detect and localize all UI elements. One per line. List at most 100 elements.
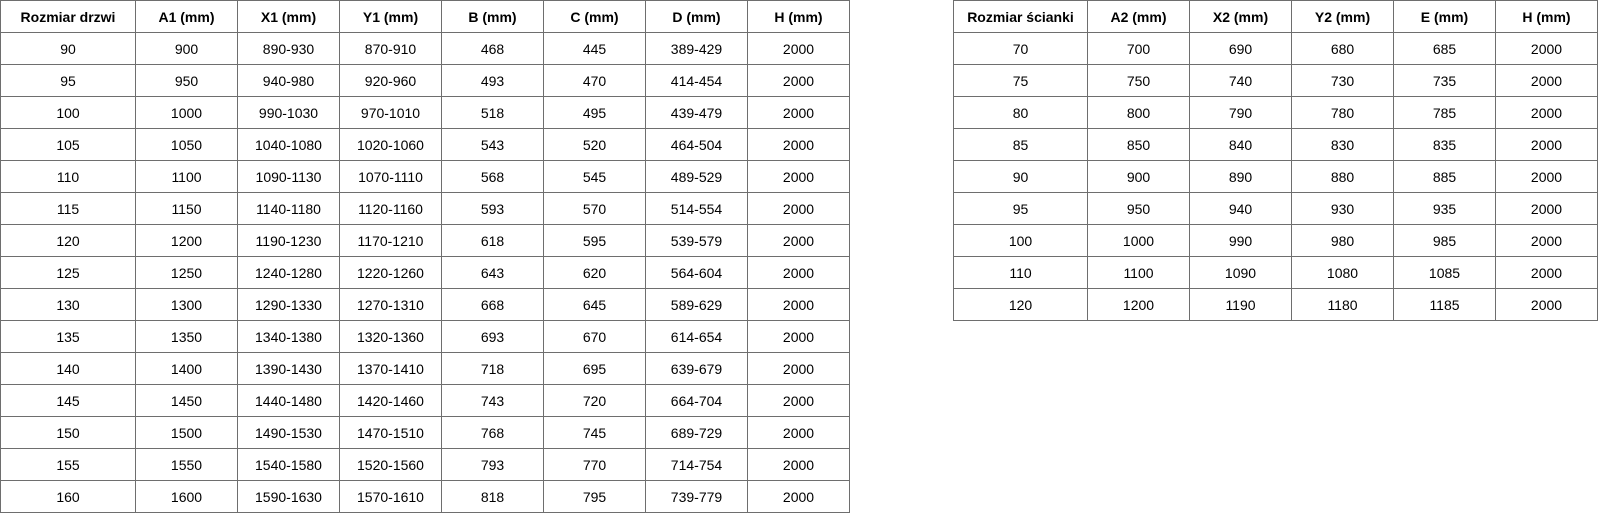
table-cell: 389-429 bbox=[645, 32, 748, 65]
table-cell: 1470-1510 bbox=[339, 416, 442, 449]
table-cell: 780 bbox=[1291, 96, 1394, 129]
table-row: 120 1200 1190 1180 1185 2000 bbox=[953, 288, 1598, 321]
table-cell: 614-654 bbox=[645, 320, 748, 353]
table-row: 150 1500 1490-1530 1470-1510 768 745 689-729 20… bbox=[0, 416, 850, 449]
table-cell: 1020-1060 bbox=[339, 128, 442, 161]
table-cell: 543 bbox=[441, 128, 544, 161]
column-header: H (mm) bbox=[747, 0, 850, 33]
table-cell: 740 bbox=[1189, 64, 1292, 97]
table-cell: 439-479 bbox=[645, 96, 748, 129]
table-cell: 890 bbox=[1189, 160, 1292, 193]
table-cell: 564-604 bbox=[645, 256, 748, 289]
table-cell: 75 bbox=[953, 64, 1088, 97]
table-cell: 1120-1160 bbox=[339, 192, 442, 225]
table-cell: 950 bbox=[135, 64, 238, 97]
table-cell: 1570-1610 bbox=[339, 480, 442, 513]
table-cell: 2000 bbox=[747, 480, 850, 513]
table-cell: 2000 bbox=[747, 32, 850, 65]
table-cell: 940-980 bbox=[237, 64, 340, 97]
table-cell: 695 bbox=[543, 352, 646, 385]
table-cell: 1300 bbox=[135, 288, 238, 321]
table-row: 115 1150 1140-1180 1120-1160 593 570 514-554 20… bbox=[0, 192, 850, 225]
table-cell: 739-779 bbox=[645, 480, 748, 513]
table-cell: 539-579 bbox=[645, 224, 748, 257]
table-cell: 489-529 bbox=[645, 160, 748, 193]
table-row: 85 850 840 830 835 2000 bbox=[953, 128, 1598, 161]
table-cell: 1290-1330 bbox=[237, 288, 340, 321]
table-cell: 1590-1630 bbox=[237, 480, 340, 513]
table-cell: 2000 bbox=[747, 352, 850, 385]
table-cell: 1500 bbox=[135, 416, 238, 449]
table-cell: 985 bbox=[1393, 224, 1496, 257]
table-cell: 689-729 bbox=[645, 416, 748, 449]
table-cell: 930 bbox=[1291, 192, 1394, 225]
table-cell: 693 bbox=[441, 320, 544, 353]
table-cell: 670 bbox=[543, 320, 646, 353]
table-cell: 1440-1480 bbox=[237, 384, 340, 417]
table-row: 100 1000 990-1030 970-1010 518 495 439-479 2000 bbox=[0, 96, 850, 129]
table-row: 75 750 740 730 735 2000 bbox=[953, 64, 1598, 97]
table-cell: 1150 bbox=[135, 192, 238, 225]
table-cell: 160 bbox=[0, 480, 136, 513]
table-cell: 1600 bbox=[135, 480, 238, 513]
table-row: 160 1600 1590-1630 1570-1610 818 795 739-779 20… bbox=[0, 480, 850, 513]
table-cell: 1340-1380 bbox=[237, 320, 340, 353]
column-header: D (mm) bbox=[645, 0, 748, 33]
table-cell: 80 bbox=[953, 96, 1088, 129]
table-row: 135 1350 1340-1380 1320-1360 693 670 614-654 20… bbox=[0, 320, 850, 353]
column-header: Y2 (mm) bbox=[1291, 0, 1394, 33]
table-row: 140 1400 1390-1430 1370-1410 718 695 639-679 20… bbox=[0, 352, 850, 385]
table-cell: 1100 bbox=[135, 160, 238, 193]
table-cell: 885 bbox=[1393, 160, 1496, 193]
header-row: Rozmiar ścianki A2 (mm) X2 (mm) Y2 (mm) E (m… bbox=[953, 0, 1598, 33]
table-cell: 120 bbox=[953, 288, 1088, 321]
column-header: H (mm) bbox=[1495, 0, 1598, 33]
table-row: 90 900 890 880 885 2000 bbox=[953, 160, 1598, 193]
table-cell: 1190-1230 bbox=[237, 224, 340, 257]
table-row: 105 1050 1040-1080 1020-1060 543 520 464-504 20… bbox=[0, 128, 850, 161]
table-cell: 85 bbox=[953, 128, 1088, 161]
table-cell: 1000 bbox=[135, 96, 238, 129]
table-cell: 639-679 bbox=[645, 352, 748, 385]
table-cell: 1200 bbox=[135, 224, 238, 257]
table-cell: 720 bbox=[543, 384, 646, 417]
table-cell: 800 bbox=[1087, 96, 1190, 129]
table-cell: 1250 bbox=[135, 256, 238, 289]
table-cell: 1220-1260 bbox=[339, 256, 442, 289]
table-cell: 2000 bbox=[1495, 96, 1598, 129]
table-row: 80 800 790 780 785 2000 bbox=[953, 96, 1598, 129]
column-header: C (mm) bbox=[543, 0, 646, 33]
table-cell: 468 bbox=[441, 32, 544, 65]
table-cell: 690 bbox=[1189, 32, 1292, 65]
table-cell: 795 bbox=[543, 480, 646, 513]
table-cell: 2000 bbox=[747, 192, 850, 225]
table-cell: 2000 bbox=[1495, 224, 1598, 257]
wall-size-table: Rozmiar ścianki A2 (mm) X2 (mm) Y2 (mm) E (m… bbox=[953, 0, 1598, 321]
table-row: 120 1200 1190-1230 1170-1210 618 595 539-579 20… bbox=[0, 224, 850, 257]
table-cell: 1320-1360 bbox=[339, 320, 442, 353]
table-row: 90 900 890-930 870-910 468 445 389-429 2000 bbox=[0, 32, 850, 65]
table-cell: 2000 bbox=[747, 160, 850, 193]
table-cell: 2000 bbox=[1495, 256, 1598, 289]
table-cell: 718 bbox=[441, 352, 544, 385]
table-cell: 1550 bbox=[135, 448, 238, 481]
table-cell: 1100 bbox=[1087, 256, 1190, 289]
table-cell: 1400 bbox=[135, 352, 238, 385]
table-cell: 990-1030 bbox=[237, 96, 340, 129]
table-cell: 2000 bbox=[747, 320, 850, 353]
table-cell: 2000 bbox=[747, 256, 850, 289]
table-cell: 620 bbox=[543, 256, 646, 289]
table-cell: 110 bbox=[953, 256, 1088, 289]
table-cell: 1540-1580 bbox=[237, 448, 340, 481]
table-cell: 70 bbox=[953, 32, 1088, 65]
table-cell: 1180 bbox=[1291, 288, 1394, 321]
table-row: 130 1300 1290-1330 1270-1310 668 645 589-629 20… bbox=[0, 288, 850, 321]
table-cell: 90 bbox=[0, 32, 136, 65]
table-cell: 1390-1430 bbox=[237, 352, 340, 385]
table-cell: 750 bbox=[1087, 64, 1190, 97]
column-header: X1 (mm) bbox=[237, 0, 340, 33]
table-row: 125 1250 1240-1280 1220-1260 643 620 564-604 20… bbox=[0, 256, 850, 289]
table-cell: 935 bbox=[1393, 192, 1496, 225]
table-cell: 155 bbox=[0, 448, 136, 481]
table-cell: 115 bbox=[0, 192, 136, 225]
